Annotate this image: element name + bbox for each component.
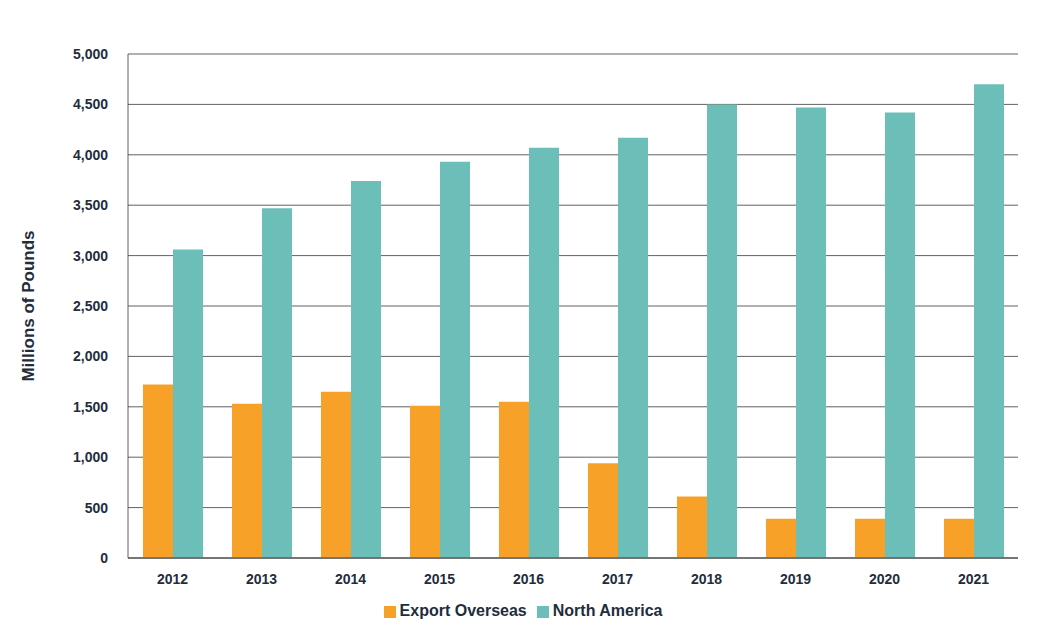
svg-text:5,000: 5,000 [73,46,108,62]
html-text:Export Overseas: Export Overseas [399,602,527,619]
svg-text:2013: 2013 [246,571,277,587]
svg-text:4,500: 4,500 [73,96,108,112]
svg-text:3,500: 3,500 [73,197,108,213]
svg-text:4,000: 4,000 [73,147,108,163]
svg-text:2016: 2016 [513,571,544,587]
svg-text:2015: 2015 [424,571,455,587]
svg-text:0: 0 [100,550,108,566]
svg-text:Millions of Pounds: Millions of Pounds [19,230,38,381]
svg-text:2014: 2014 [335,571,366,587]
html-text:North America: North America [552,602,663,619]
svg-text:3,000: 3,000 [73,248,108,264]
svg-text:2021: 2021 [958,571,989,587]
svg-text:2018: 2018 [691,571,722,587]
svg-text:2019: 2019 [780,571,811,587]
svg-text:1,500: 1,500 [73,399,108,415]
svg-text:2,000: 2,000 [73,348,108,364]
svg-text:500: 500 [85,500,109,516]
svg-text:2012: 2012 [157,571,188,587]
svg-text:2017: 2017 [602,571,633,587]
svg-text:2,500: 2,500 [73,298,108,314]
svg-text:1,000: 1,000 [73,449,108,465]
svg-text:2020: 2020 [869,571,900,587]
